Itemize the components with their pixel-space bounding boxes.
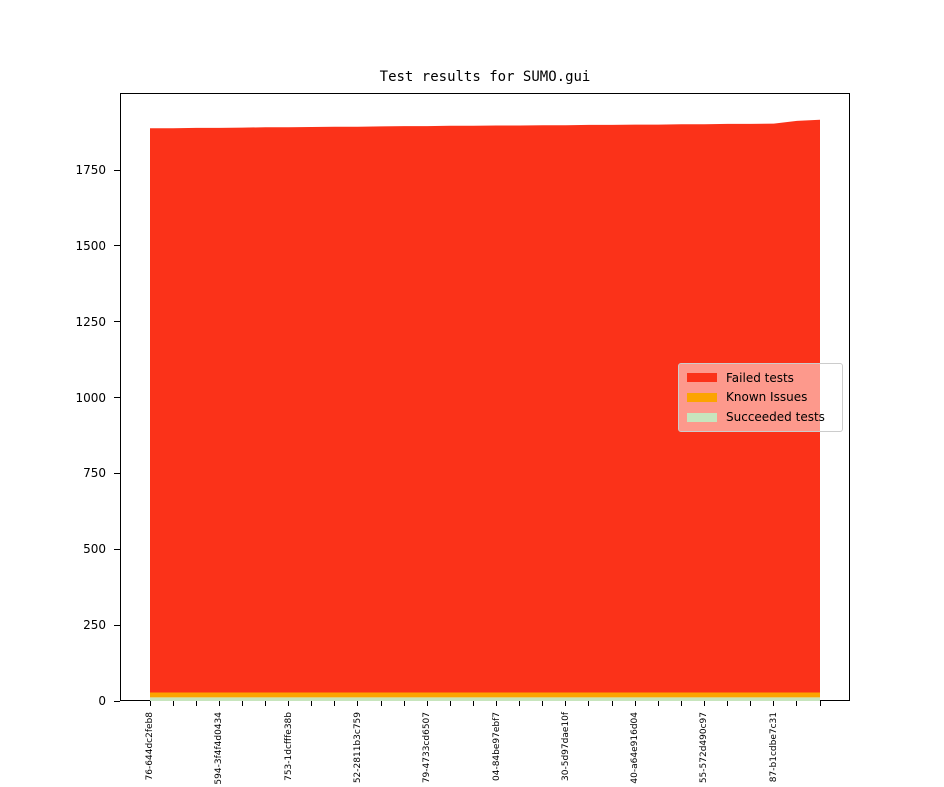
legend-row-known-issues: Known Issues: [687, 390, 834, 404]
succeeded-tests-swatch-icon: [687, 412, 717, 422]
x-axis-tick: [265, 701, 267, 706]
x-axis-tick: [680, 701, 682, 706]
x-axis-tick: [542, 701, 544, 706]
x-axis-tick: [380, 701, 382, 706]
x-axis-tick: [565, 701, 567, 706]
y-axis-tick: [114, 169, 120, 171]
y-axis-tick-label: 250: [83, 618, 106, 633]
y-axis-tick-label: 1500: [75, 238, 106, 253]
x-axis-tick: [149, 701, 151, 706]
x-axis-tick: [773, 701, 775, 706]
x-axis-tick: [334, 701, 336, 706]
y-axis-tick: [114, 624, 120, 626]
x-axis-tick: [472, 701, 474, 706]
x-axis-tick-label: 40-a64e916d04: [630, 712, 641, 784]
y-axis-tick-label: 500: [83, 542, 106, 557]
y-axis-tick-label: 0: [98, 694, 106, 708]
area-failed-tests: [150, 119, 820, 693]
x-axis-tick: [241, 701, 243, 706]
x-axis-tick: [796, 701, 798, 706]
x-axis-tick-label: 30-5d97dae10f: [560, 712, 571, 781]
x-axis-tick-label: 52-2811b3c759: [352, 712, 363, 784]
legend: Failed tests Known Issues Succeeded test…: [678, 363, 843, 432]
x-axis-tick-label: 594-3f4f4d0434: [214, 712, 225, 785]
chart-title: Test results for SUMO.gui: [379, 69, 591, 85]
x-axis-tick: [727, 701, 729, 706]
y-axis-tick-label: 1250: [75, 314, 106, 329]
y-axis-tick: [114, 245, 120, 247]
failed-tests-swatch-icon: [687, 373, 717, 383]
area-known-issues: [150, 692, 820, 698]
x-axis-tick: [703, 701, 705, 706]
x-axis-tick: [819, 701, 821, 706]
stacked-area-plot: [150, 119, 820, 701]
x-axis-tick: [588, 701, 590, 706]
x-axis-tick: [634, 701, 636, 706]
y-axis-tick: [114, 472, 120, 474]
x-axis-tick-label: 76-644dc2feb8: [145, 712, 155, 781]
legend-row-failed: Failed tests: [687, 371, 834, 385]
x-axis-tick: [311, 701, 313, 706]
x-axis-tick: [657, 701, 659, 706]
legend-label-succeeded: Succeeded tests: [726, 410, 825, 425]
legend-row-succeeded: Succeeded tests: [687, 410, 834, 424]
x-axis-tick: [519, 701, 521, 706]
x-axis-tick-label: 04-84be97ebf7: [491, 712, 502, 781]
x-axis-tick: [357, 701, 359, 706]
x-axis-tick: [750, 701, 752, 706]
x-axis-tick-label: 87-b1cdbe7c31: [768, 712, 779, 783]
x-axis-tick: [449, 701, 451, 706]
area-succeeded-tests: [150, 697, 820, 701]
x-axis-tick-label: 753-1dcfffe38b: [283, 712, 294, 781]
x-axis-tick: [611, 701, 613, 706]
x-axis-tick-label: 55-572d490c97: [699, 712, 710, 784]
x-axis-tick: [172, 701, 174, 706]
x-axis-tick: [403, 701, 405, 706]
x-axis-tick: [195, 701, 197, 706]
x-axis-tick: [218, 701, 220, 706]
x-axis-tick-label: 79-4733cd6507: [422, 712, 433, 784]
y-axis-tick-label: 750: [83, 466, 106, 481]
x-axis-tick: [288, 701, 290, 706]
y-axis-tick: [114, 397, 120, 399]
y-axis-tick: [114, 700, 120, 702]
x-axis-tick: [426, 701, 428, 706]
y-axis-tick: [114, 548, 120, 550]
known-issues-swatch-icon: [687, 392, 717, 402]
y-axis-tick: [114, 321, 120, 323]
legend-label-failed: Failed tests: [726, 370, 794, 385]
y-axis-tick-label: 1750: [75, 163, 106, 178]
x-axis-tick: [496, 701, 498, 706]
y-axis-tick-label: 1000: [75, 390, 106, 405]
legend-label-known-issues: Known Issues: [726, 390, 808, 405]
